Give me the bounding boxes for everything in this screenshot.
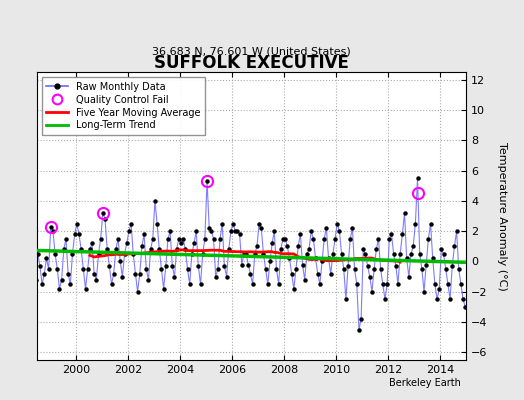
Y-axis label: Temperature Anomaly (°C): Temperature Anomaly (°C) [497,142,507,290]
Text: Berkeley Earth: Berkeley Earth [389,378,461,388]
Text: 36.683 N, 76.601 W (United States): 36.683 N, 76.601 W (United States) [152,46,351,56]
Title: SUFFOLK EXECUTIVE: SUFFOLK EXECUTIVE [154,54,349,72]
Legend: Raw Monthly Data, Quality Control Fail, Five Year Moving Average, Long-Term Tren: Raw Monthly Data, Quality Control Fail, … [41,77,205,135]
